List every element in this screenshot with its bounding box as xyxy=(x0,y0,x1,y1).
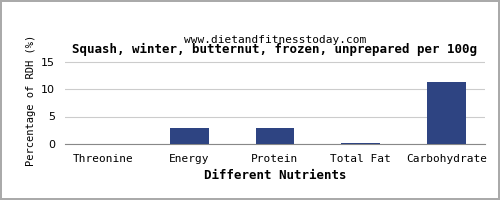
Y-axis label: Percentage of RDH (%): Percentage of RDH (%) xyxy=(26,34,36,166)
Bar xyxy=(170,128,208,144)
Bar xyxy=(428,82,466,144)
Text: www.dietandfitnesstoday.com: www.dietandfitnesstoday.com xyxy=(184,35,366,45)
Bar xyxy=(342,143,380,144)
X-axis label: Different Nutrients: Different Nutrients xyxy=(204,169,346,182)
Bar xyxy=(256,128,294,144)
Title: Squash, winter, butternut, frozen, unprepared per 100g: Squash, winter, butternut, frozen, unpre… xyxy=(72,43,477,56)
